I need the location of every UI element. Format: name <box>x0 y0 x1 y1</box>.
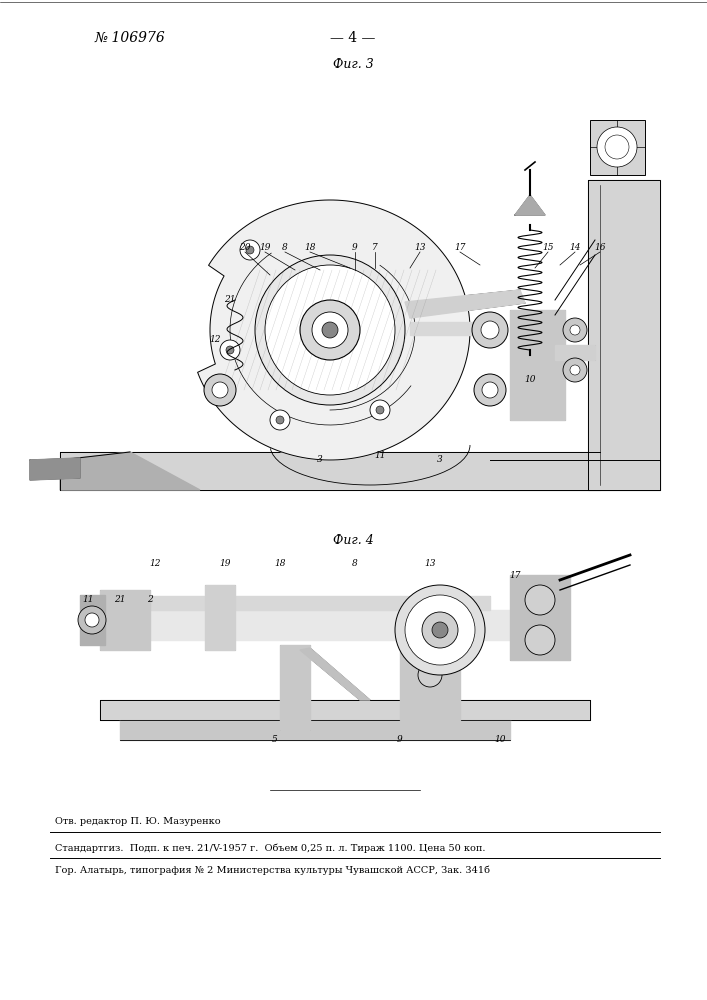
Text: 10: 10 <box>525 375 536 384</box>
Circle shape <box>481 321 499 339</box>
Circle shape <box>570 325 580 335</box>
Polygon shape <box>100 590 150 650</box>
Polygon shape <box>410 322 480 335</box>
Circle shape <box>312 312 348 348</box>
Circle shape <box>472 312 508 348</box>
Text: 9: 9 <box>352 242 358 251</box>
Circle shape <box>570 365 580 375</box>
Text: 19: 19 <box>259 242 271 251</box>
Text: Фиг. 3: Фиг. 3 <box>332 58 373 72</box>
Text: 13: 13 <box>424 558 436 568</box>
Circle shape <box>220 340 240 360</box>
Text: 12: 12 <box>149 558 160 568</box>
Text: 19: 19 <box>219 558 230 568</box>
Text: Отв. редактор П. Ю. Мазуренко: Отв. редактор П. Ю. Мазуренко <box>55 818 221 826</box>
Text: 8: 8 <box>352 558 358 568</box>
Text: 11: 11 <box>82 595 94 604</box>
Circle shape <box>605 135 629 159</box>
Circle shape <box>265 265 395 395</box>
Text: 16: 16 <box>595 242 606 251</box>
Circle shape <box>482 382 498 398</box>
Text: Гор. Алатырь, типография № 2 Министерства культуры Чувашской АССР, Зак. 341б: Гор. Алатырь, типография № 2 Министерств… <box>55 865 490 875</box>
Polygon shape <box>588 180 660 490</box>
Circle shape <box>432 622 448 638</box>
Text: 17: 17 <box>509 570 521 580</box>
Circle shape <box>525 585 555 615</box>
Polygon shape <box>555 345 595 360</box>
Text: № 106976: № 106976 <box>95 31 165 45</box>
Polygon shape <box>405 290 525 318</box>
Circle shape <box>370 400 390 420</box>
Circle shape <box>418 663 442 687</box>
Text: 13: 13 <box>414 242 426 251</box>
Text: 7: 7 <box>372 242 378 251</box>
Text: 15: 15 <box>542 242 554 251</box>
Circle shape <box>563 318 587 342</box>
Circle shape <box>78 606 106 634</box>
Polygon shape <box>198 200 470 460</box>
Polygon shape <box>120 720 510 740</box>
Circle shape <box>597 127 637 167</box>
Text: 21: 21 <box>224 296 235 304</box>
Text: 5: 5 <box>272 736 278 744</box>
Text: 11: 11 <box>374 450 386 460</box>
Text: — 4 —: — 4 — <box>330 31 375 45</box>
Polygon shape <box>80 595 105 645</box>
Circle shape <box>422 612 458 648</box>
Text: 20: 20 <box>239 242 251 251</box>
Polygon shape <box>510 575 570 660</box>
Polygon shape <box>515 195 545 215</box>
Polygon shape <box>140 596 490 610</box>
Text: Стандартгиз.  Подп. к печ. 21/V-1957 г.  Объем 0,25 п. л. Тираж 1100. Цена 50 ко: Стандартгиз. Подп. к печ. 21/V-1957 г. О… <box>55 843 486 853</box>
Circle shape <box>300 300 360 360</box>
Text: 3: 3 <box>437 456 443 464</box>
Circle shape <box>246 246 254 254</box>
Text: 10: 10 <box>494 736 506 744</box>
Polygon shape <box>280 645 310 730</box>
Circle shape <box>240 240 260 260</box>
Polygon shape <box>30 458 80 480</box>
Circle shape <box>376 406 384 414</box>
Polygon shape <box>205 585 235 650</box>
Polygon shape <box>60 452 600 490</box>
Circle shape <box>474 374 506 406</box>
Circle shape <box>204 374 236 406</box>
Text: 8: 8 <box>282 242 288 251</box>
Circle shape <box>226 346 234 354</box>
Text: 18: 18 <box>274 558 286 568</box>
Polygon shape <box>140 610 530 640</box>
Circle shape <box>270 410 290 430</box>
Circle shape <box>85 613 99 627</box>
Text: 17: 17 <box>455 242 466 251</box>
Polygon shape <box>100 700 590 720</box>
Bar <box>590 120 645 175</box>
Circle shape <box>405 595 475 665</box>
Polygon shape <box>60 452 200 490</box>
Circle shape <box>212 382 228 398</box>
Text: 21: 21 <box>115 595 126 604</box>
Circle shape <box>276 416 284 424</box>
Text: 9: 9 <box>397 736 403 744</box>
Text: 3: 3 <box>317 456 323 464</box>
Circle shape <box>395 585 485 675</box>
Polygon shape <box>300 648 370 700</box>
Circle shape <box>563 358 587 382</box>
Circle shape <box>322 322 338 338</box>
Circle shape <box>525 625 555 655</box>
Text: 18: 18 <box>304 242 316 251</box>
Polygon shape <box>510 310 565 420</box>
Text: 12: 12 <box>209 336 221 344</box>
Text: Фиг. 4: Фиг. 4 <box>332 534 373 546</box>
Text: 2: 2 <box>147 595 153 604</box>
Text: 14: 14 <box>569 242 580 251</box>
Polygon shape <box>490 460 660 490</box>
Circle shape <box>255 255 405 405</box>
Polygon shape <box>400 650 460 720</box>
